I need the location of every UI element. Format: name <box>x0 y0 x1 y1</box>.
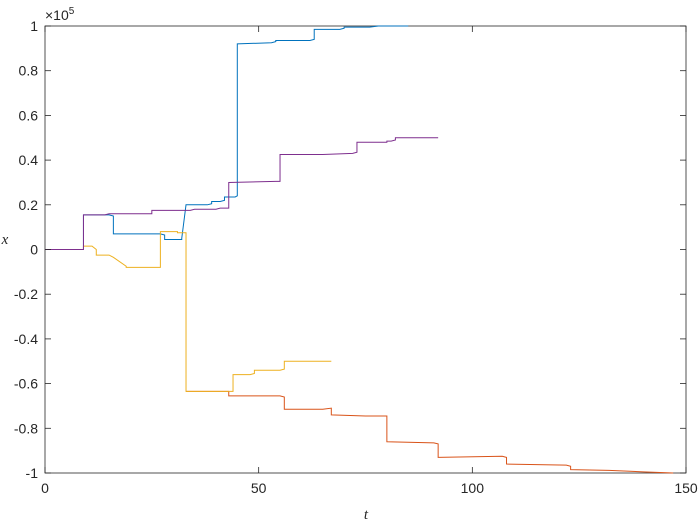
y-multiplier-exponent: 5 <box>69 6 75 17</box>
y-multiplier: ×105 <box>45 6 75 23</box>
ticks-layer: -1 -0.8 -0.6 -0.4 -0.2 0 0.2 0.4 0.6 0.8 1 0 50 100 15… <box>14 18 698 496</box>
x-axis-label: t <box>364 507 369 523</box>
y-axis-label: x <box>1 232 9 248</box>
plot-area <box>44 25 687 474</box>
series-line-1 <box>45 25 409 250</box>
series-line-4 <box>45 137 439 250</box>
series-layer <box>45 25 674 474</box>
y-tick-label: -0.4 <box>14 331 38 347</box>
y-tick-label: 0.4 <box>19 152 39 168</box>
y-tick-label: -0.8 <box>14 420 38 436</box>
series-line-3 <box>45 231 332 392</box>
y-tick-label: -1 <box>26 465 39 481</box>
y-tick-label: -0.6 <box>14 376 38 392</box>
y-tick-label: 0 <box>30 242 38 258</box>
x-tick-label: 50 <box>251 480 267 496</box>
y-tick-label: 0.6 <box>19 107 39 123</box>
series-line-2 <box>186 390 674 474</box>
x-tick-label: 0 <box>41 480 49 496</box>
y-tick-label: 0.2 <box>19 197 39 213</box>
x-tick-label: 150 <box>674 480 698 496</box>
y-tick-label: 0.8 <box>19 63 39 79</box>
y-tick-label: -0.2 <box>14 286 38 302</box>
y-tick-label: 1 <box>30 18 38 34</box>
y-multiplier-base: ×10 <box>45 7 69 23</box>
x-tick-label: 100 <box>461 480 485 496</box>
